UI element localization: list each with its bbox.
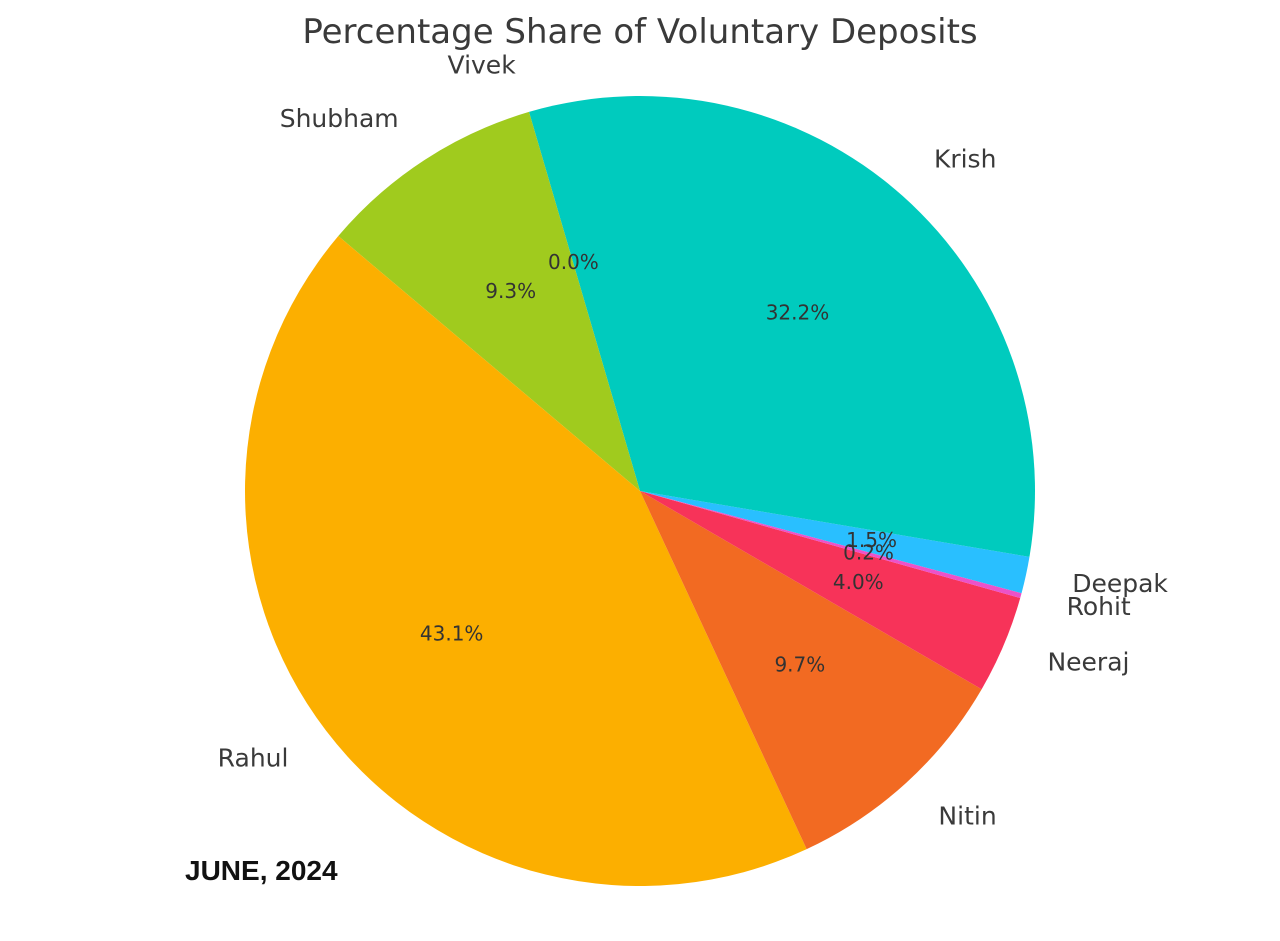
pct-label-krish: 32.2% bbox=[766, 300, 830, 324]
slice-nitin bbox=[640, 491, 982, 850]
date-caption: JUNE, 2024 bbox=[185, 855, 338, 886]
pie-slices bbox=[244, 95, 1035, 887]
label-neeraj: Neeraj bbox=[1047, 647, 1129, 676]
pct-label-neeraj: 4.0% bbox=[833, 570, 884, 594]
label-rahul: Rahul bbox=[218, 744, 289, 773]
pct-label-vivek: 0.0% bbox=[548, 250, 599, 274]
slice-rahul bbox=[244, 236, 807, 887]
slice-rohit bbox=[640, 491, 1022, 599]
slice-deepak bbox=[640, 491, 1030, 594]
pct-label-rahul: 43.1% bbox=[420, 621, 484, 645]
label-krish: Krish bbox=[934, 144, 997, 173]
percentage-labels: 1.5% 32.2% 0.0% 9.3% 43.1% 9.7% 4.0% 0.2% bbox=[420, 250, 897, 676]
slice-neeraj bbox=[640, 491, 1021, 690]
chart-title: Percentage Share of Voluntary Deposits bbox=[302, 12, 977, 52]
label-deepak: Deepak bbox=[1072, 569, 1168, 598]
pct-label-nitin: 9.7% bbox=[774, 652, 825, 676]
slice-name-labels: Deepak Krish Vivek Shubham Rahul Nitin Neeraj R… bbox=[218, 50, 1169, 830]
slice-shubham bbox=[338, 111, 640, 491]
label-rohit: Rohit bbox=[1067, 592, 1131, 621]
pct-label-shubham: 9.3% bbox=[485, 279, 536, 303]
label-nitin: Nitin bbox=[938, 802, 996, 831]
label-shubham: Shubham bbox=[280, 104, 399, 133]
pct-label-deepak: 1.5% bbox=[846, 528, 897, 552]
slice-krish bbox=[529, 95, 1035, 557]
label-vivek: Vivek bbox=[448, 50, 517, 79]
pct-label-rohit: 0.2% bbox=[843, 540, 894, 564]
